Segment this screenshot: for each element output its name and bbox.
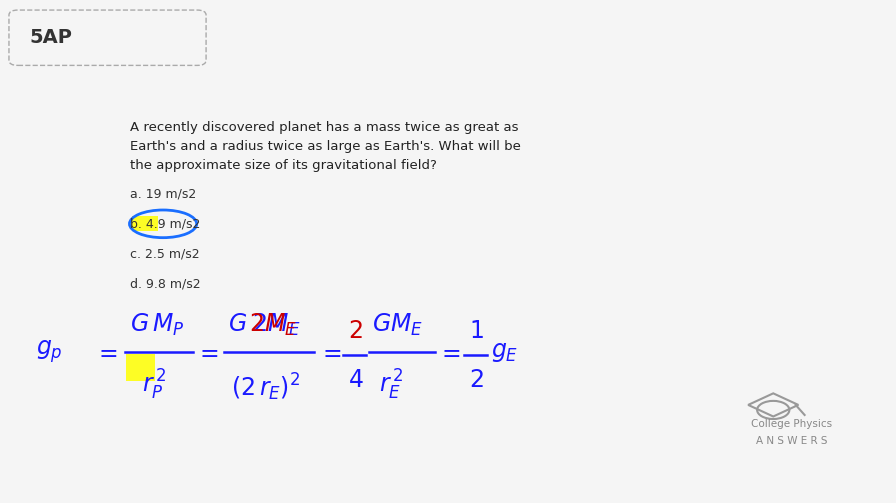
Text: $=$: $=$ bbox=[94, 340, 118, 364]
Text: $2M_E$: $2M_E$ bbox=[249, 311, 297, 338]
Text: $2$: $2$ bbox=[348, 319, 362, 343]
Text: $4$: $4$ bbox=[348, 368, 363, 392]
Text: d. 9.8 m/s2: d. 9.8 m/s2 bbox=[130, 278, 201, 291]
FancyBboxPatch shape bbox=[9, 10, 206, 65]
Text: College Physics
A N S W E R S: College Physics A N S W E R S bbox=[751, 420, 832, 446]
Text: a. 19 m/s2: a. 19 m/s2 bbox=[130, 187, 196, 200]
Text: $1$: $1$ bbox=[469, 319, 483, 343]
Text: $=$: $=$ bbox=[437, 340, 461, 364]
Text: $G M_E$: $G M_E$ bbox=[372, 311, 423, 338]
Text: $g_p$: $g_p$ bbox=[36, 339, 63, 366]
FancyBboxPatch shape bbox=[126, 354, 155, 381]
Text: $2$: $2$ bbox=[469, 368, 483, 392]
Text: $G\,M_P$: $G\,M_P$ bbox=[130, 311, 185, 338]
Text: b. 4.9 m/s2: b. 4.9 m/s2 bbox=[130, 217, 201, 230]
Text: c. 2.5 m/s2: c. 2.5 m/s2 bbox=[130, 247, 200, 261]
Text: $G\;2M_E$: $G\;2M_E$ bbox=[228, 311, 301, 338]
Text: $r_E^{\,2}$: $r_E^{\,2}$ bbox=[379, 368, 403, 402]
Text: $g_E$: $g_E$ bbox=[491, 340, 519, 364]
Text: $=$: $=$ bbox=[318, 340, 342, 364]
Text: $(2\,r_E)^2$: $(2\,r_E)^2$ bbox=[231, 372, 300, 403]
Text: $=$: $=$ bbox=[195, 340, 220, 364]
FancyBboxPatch shape bbox=[132, 216, 158, 231]
Text: $r_P^{\,2}$: $r_P^{\,2}$ bbox=[142, 368, 166, 402]
Text: 5AP: 5AP bbox=[30, 28, 73, 47]
Text: A recently discovered planet has a mass twice as great as
Earth's and a radius t: A recently discovered planet has a mass … bbox=[130, 121, 521, 172]
